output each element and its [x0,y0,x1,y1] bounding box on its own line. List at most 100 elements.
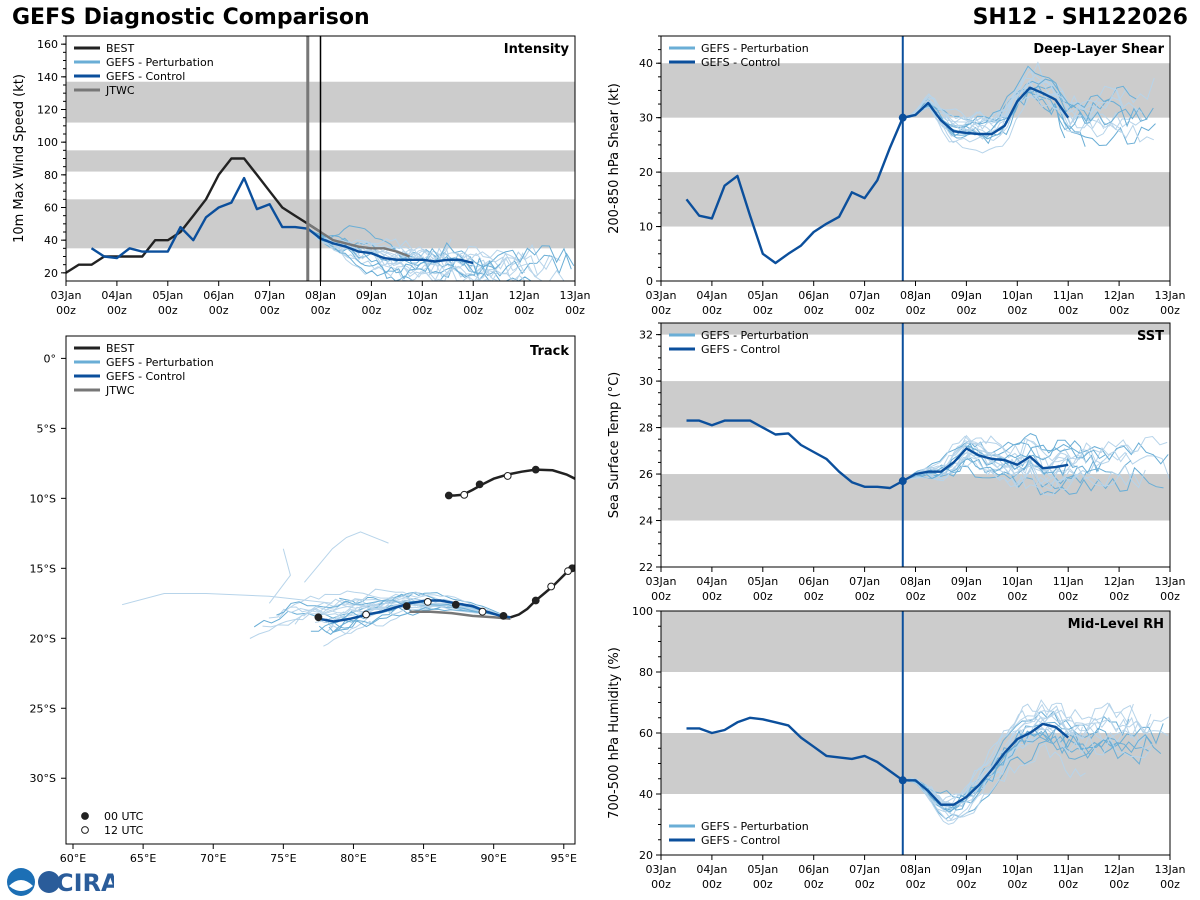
x-tick-label: 00z [1109,878,1129,891]
y-tick-label: 40 [639,57,653,70]
perturbation-line [902,442,1080,487]
globe-icon [38,871,60,893]
analysis-point [898,113,907,122]
legend-label: JTWC [105,384,135,397]
jtwc-line [307,222,411,258]
panel-track: 60°E 65°E 70°E 75°E 80°E 85°E 90°E 95°E 0° 5°S 10°… [30,335,577,865]
x-tick-label: 00z [1007,878,1027,891]
x-tick-label: 11Jan [458,289,489,302]
x-tick-label: 00z [957,590,977,603]
best-marker-00utc [531,465,540,474]
x-tick-label: 07Jan [849,575,880,588]
y-tick-label: 15°S [30,562,56,575]
x-tick-label: 65°E [130,852,156,865]
x-tick-label: 04Jan [696,863,727,876]
x-tick-label: 70°E [200,852,226,865]
control-marker-12utc [423,597,432,606]
x-tick-label: 00z [651,878,671,891]
perturbation-line [902,699,1153,804]
legend-marker-12utc [81,826,89,834]
x-tick-label: 00z [362,304,382,317]
perturbation-line [902,61,1061,128]
legend-label: 12 UTC [104,824,144,837]
x-tick-label: 00z [804,878,824,891]
y-tick-label: 140 [37,71,58,84]
y-tick-label: 24 [639,515,653,528]
legend-label: GEFS - Control [106,70,185,83]
y-tick-label: 60 [639,727,653,740]
threshold-band [661,611,1170,672]
x-tick-label: 04Jan [696,289,727,302]
x-tick-label: 00z [158,304,178,317]
y-tick-label: 40 [639,788,653,801]
perturbation-track [339,592,511,618]
x-tick-label: 00z [855,304,875,317]
threshold-band [661,323,1170,335]
control-marker-12utc [362,610,370,619]
perturbation-line [902,449,1087,482]
y-tick-label: 0° [44,352,57,365]
perturbation-line [902,456,1146,490]
legend-label: BEST [106,42,134,55]
x-tick-label: 95°E [551,852,577,865]
x-tick-label: 85°E [410,852,436,865]
perturbation-line [902,435,1168,482]
x-tick-label: 12Jan [509,289,540,302]
x-tick-label: 07Jan [849,863,880,876]
panel-title: Deep-Layer Shear [1033,42,1164,57]
perturbation-line [307,228,501,280]
control-line [686,419,1069,490]
control-line [90,176,474,265]
x-tick-label: 12Jan [1104,575,1135,588]
perturbation-line [902,702,1077,804]
perturbation-line [307,228,538,281]
x-tick-label: 11Jan [1053,575,1084,588]
x-tick-label: 00z [1160,304,1180,317]
control-marker-00utc [402,602,411,610]
y-tick-label: 5°S [37,422,56,435]
best-marker-12utc [547,582,556,591]
cira-logo: CIRA [7,868,114,897]
x-tick-label: 00z [804,590,824,603]
x-tick-label: 04Jan [696,575,727,588]
x-tick-label: 00z [209,304,229,317]
y-tick-label: 10°S [30,492,56,505]
x-tick-label: 00z [1160,878,1180,891]
x-tick-label: 00z [1007,304,1027,317]
x-tick-label: 00z [1109,590,1129,603]
x-tick-label: 04Jan [101,289,132,302]
x-tick-label: 12Jan [1104,289,1135,302]
best-marker-00utc [531,596,540,605]
x-tick-label: 00z [514,304,534,317]
y-tick-label: 20 [639,166,653,179]
control-line [686,716,1069,806]
perturbation-line [902,92,1063,132]
y-tick-label: 20 [639,849,653,862]
y-tick-label: 120 [37,104,58,117]
perturbation-line [902,723,1083,822]
x-tick-label: 00z [260,304,280,317]
x-tick-label: 05Jan [747,575,778,588]
x-tick-label: 00z [56,304,76,317]
y-tick-label: 30°S [30,772,56,785]
x-tick-label: 80°E [340,852,366,865]
y-tick-label: 20 [44,267,58,280]
x-tick-label: 13Jan [1155,863,1186,876]
threshold-band [661,733,1170,794]
x-tick-label: 09Jan [951,289,982,302]
perturbation-line [902,95,1143,154]
y-tick-label: 25°S [30,702,56,715]
x-tick-label: 00z [753,878,773,891]
panel-sst: 22 24 26 28 30 32 03Jan 00z 04Jan 00z 05Jan 00z 06Ja… [607,322,1185,603]
cira-logo-text: CIRA [56,869,114,897]
y-tick-label: 60 [44,202,58,215]
best-marker-12utc [564,567,572,576]
x-tick-label: 00z [753,304,773,317]
x-tick-label: 00z [1109,304,1129,317]
x-tick-label: 00z [855,878,875,891]
best-marker-12utc [460,490,469,499]
x-tick-label: 00z [702,590,722,603]
x-tick-label: 90°E [480,852,506,865]
panel-title: Mid-Level RH [1068,617,1164,632]
x-tick-label: 11Jan [1053,863,1084,876]
